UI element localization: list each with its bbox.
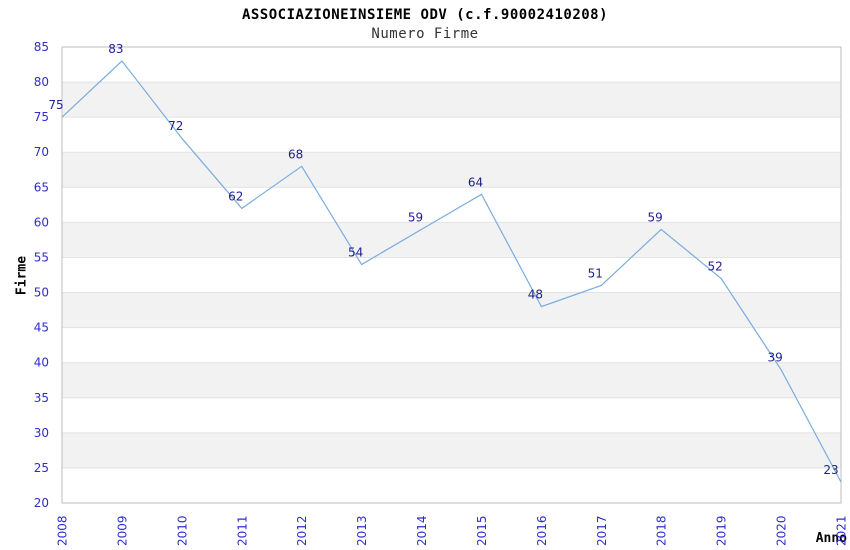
grid-band xyxy=(62,432,841,468)
x-tick-label: 2009 xyxy=(115,515,129,546)
data-point-label: 48 xyxy=(528,288,543,302)
grid-band xyxy=(62,292,841,328)
y-tick-label: 50 xyxy=(34,286,49,300)
grid-band xyxy=(62,82,841,118)
plot-border xyxy=(61,46,842,504)
x-axis-label: Anno xyxy=(815,531,847,546)
data-point-label: 75 xyxy=(48,98,63,112)
data-point-label: 23 xyxy=(823,463,838,477)
grid-band xyxy=(62,152,841,188)
x-tick-label: 2008 xyxy=(56,515,70,546)
x-tick-label: 2018 xyxy=(655,515,669,546)
y-tick-label: 60 xyxy=(34,215,49,229)
y-tick-label: 65 xyxy=(34,180,49,194)
x-tick-label: 2013 xyxy=(355,515,369,546)
x-tick-label: 2011 xyxy=(235,515,249,546)
data-point-label: 52 xyxy=(708,260,723,274)
x-tick-label: 2016 xyxy=(535,515,549,546)
data-point-label: 83 xyxy=(108,42,123,56)
x-tick-label: 2021 xyxy=(835,515,849,546)
grid-band xyxy=(62,362,841,398)
data-point-label: 72 xyxy=(168,119,183,133)
y-tick-label: 85 xyxy=(34,40,49,54)
data-point-label: 39 xyxy=(767,351,782,365)
y-tick-label: 35 xyxy=(34,391,49,405)
y-tick-label: 75 xyxy=(34,110,49,124)
data-point-label: 59 xyxy=(648,210,663,224)
chart-subtitle: Numero Firme xyxy=(371,26,479,42)
data-point-label: 59 xyxy=(408,210,423,224)
data-point-label: 62 xyxy=(228,189,243,203)
y-tick-label: 55 xyxy=(34,250,49,264)
y-tick-label: 70 xyxy=(34,145,49,159)
x-tick-label: 2014 xyxy=(415,515,429,546)
data-point-label: 68 xyxy=(288,147,303,161)
y-tick-label: 25 xyxy=(34,461,49,475)
x-tick-label: 2017 xyxy=(595,515,609,546)
y-tick-label: 80 xyxy=(34,75,49,89)
data-line xyxy=(61,60,842,483)
data-point-label: 51 xyxy=(588,267,603,281)
y-tick-label: 30 xyxy=(34,426,49,440)
y-tick-label: 20 xyxy=(34,496,49,510)
y-tick-label: 40 xyxy=(34,356,49,370)
x-tick-label: 2010 xyxy=(175,515,189,546)
y-tick-label: 45 xyxy=(34,321,49,335)
x-tick-label: 2019 xyxy=(715,515,729,546)
grid-band xyxy=(62,222,841,258)
data-point-label: 54 xyxy=(348,246,363,260)
chart-title: ASSOCIAZIONEINSIEME ODV (c.f.90002410208… xyxy=(241,7,609,23)
x-tick-label: 2020 xyxy=(775,515,789,546)
x-tick-label: 2015 xyxy=(475,515,489,546)
x-tick-label: 2012 xyxy=(295,515,309,546)
data-point-label: 64 xyxy=(468,175,483,189)
